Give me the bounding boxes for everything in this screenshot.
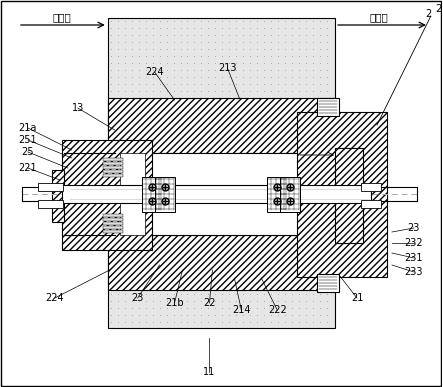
Bar xyxy=(142,177,162,212)
Text: 23: 23 xyxy=(132,293,144,303)
Text: 214: 214 xyxy=(232,305,251,315)
Text: 25: 25 xyxy=(22,147,34,157)
Text: 213: 213 xyxy=(218,63,237,73)
Bar xyxy=(297,112,387,277)
Bar xyxy=(62,185,371,203)
Text: 233: 233 xyxy=(404,267,423,277)
Text: 222: 222 xyxy=(268,305,287,315)
Text: 224: 224 xyxy=(46,293,64,303)
Bar xyxy=(103,170,123,173)
Text: 21b: 21b xyxy=(165,298,184,308)
Text: 2: 2 xyxy=(435,4,441,14)
Text: 温箱内: 温箱内 xyxy=(52,12,71,22)
Bar xyxy=(155,177,175,212)
Bar xyxy=(108,153,335,235)
Text: 232: 232 xyxy=(404,238,423,248)
Text: 21a: 21a xyxy=(19,123,37,133)
Bar xyxy=(52,170,64,222)
Bar xyxy=(103,174,123,177)
Text: 251: 251 xyxy=(19,135,37,145)
Text: 224: 224 xyxy=(145,67,164,77)
Text: 23: 23 xyxy=(408,223,420,233)
Bar xyxy=(38,183,63,191)
Text: 22: 22 xyxy=(203,298,216,308)
Text: 13: 13 xyxy=(72,103,84,113)
Bar xyxy=(103,226,123,229)
Text: 221: 221 xyxy=(19,163,37,173)
Bar xyxy=(103,162,123,165)
Bar xyxy=(38,200,63,208)
Bar xyxy=(108,18,335,328)
Bar xyxy=(361,200,381,208)
Bar xyxy=(108,235,335,290)
Bar xyxy=(103,158,123,161)
Bar xyxy=(108,98,335,153)
Bar xyxy=(267,177,287,212)
Bar xyxy=(335,148,363,243)
Bar xyxy=(317,98,339,116)
Bar xyxy=(103,222,123,225)
Bar xyxy=(317,274,339,292)
Text: 21: 21 xyxy=(351,293,363,303)
Text: 231: 231 xyxy=(404,253,423,263)
Bar xyxy=(62,140,152,250)
Bar xyxy=(103,166,123,169)
Bar xyxy=(103,214,123,217)
Text: 11: 11 xyxy=(203,367,216,377)
Bar xyxy=(103,218,123,221)
Bar xyxy=(120,153,144,235)
Bar xyxy=(280,177,300,212)
Text: 2: 2 xyxy=(426,9,432,19)
Bar xyxy=(361,183,381,191)
Bar xyxy=(103,230,123,233)
Text: 温箱外: 温箱外 xyxy=(369,12,389,22)
